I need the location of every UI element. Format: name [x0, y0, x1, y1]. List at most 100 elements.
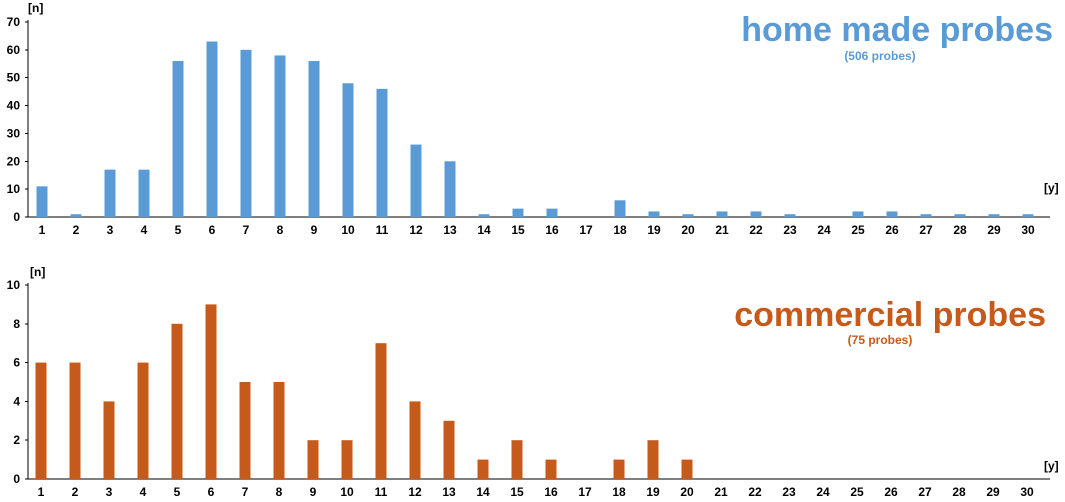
- bar-18: [613, 459, 625, 479]
- bar-13: [443, 420, 455, 479]
- bar-20: [682, 214, 694, 217]
- x-tick-label: 11: [376, 223, 389, 237]
- x-axis-unit-label: [y]: [1044, 181, 1059, 195]
- x-tick-label: 15: [511, 223, 525, 237]
- x-tick-label: 13: [443, 223, 457, 237]
- bar-25: [852, 211, 864, 217]
- bar-6: [206, 41, 218, 217]
- bar-26: [886, 211, 898, 217]
- x-tick-label: 7: [242, 485, 249, 499]
- y-axis-unit-label: [n]: [30, 265, 45, 279]
- x-tick-label: 24: [816, 485, 830, 499]
- bar-16: [546, 208, 558, 217]
- bar-9: [308, 61, 320, 217]
- bar-28: [954, 214, 966, 217]
- x-tick-label: 9: [310, 485, 317, 499]
- x-tick-label: 23: [783, 223, 797, 237]
- x-tick-label: 25: [851, 223, 865, 237]
- bar-22: [750, 211, 762, 217]
- bar-1: [36, 186, 48, 217]
- x-tick-label: 8: [276, 485, 283, 499]
- x-tick-label: 21: [715, 223, 729, 237]
- x-tick-label: 19: [646, 485, 660, 499]
- bar-1: [35, 362, 47, 479]
- y-tick-label: 8: [13, 317, 20, 331]
- y-tick-label: 10: [7, 278, 21, 292]
- bar-18: [614, 200, 626, 217]
- x-tick-label: 16: [544, 485, 558, 499]
- bar-6: [205, 304, 217, 479]
- bar-10: [341, 440, 353, 479]
- y-tick-label: 70: [7, 15, 21, 29]
- bar-11: [375, 343, 387, 479]
- x-tick-label: 13: [442, 485, 456, 499]
- y-tick-label: 0: [13, 210, 20, 224]
- chart-subtitle: (506 probes): [844, 49, 915, 63]
- x-tick-label: 22: [749, 223, 763, 237]
- bar-16: [545, 459, 557, 479]
- x-tick-label: 23: [782, 485, 796, 499]
- x-tick-label: 24: [817, 223, 831, 237]
- x-tick-label: 11: [375, 485, 388, 499]
- bar-8: [273, 382, 285, 479]
- x-tick-label: 14: [476, 485, 490, 499]
- x-tick-label: 17: [578, 485, 592, 499]
- x-tick-label: 1: [39, 223, 46, 237]
- x-tick-label: 16: [545, 223, 559, 237]
- x-tick-label: 17: [579, 223, 593, 237]
- bar-7: [239, 382, 251, 479]
- x-tick-label: 5: [175, 223, 182, 237]
- x-tick-label: 3: [107, 223, 114, 237]
- bar-15: [512, 208, 524, 217]
- y-tick-label: 60: [7, 43, 21, 57]
- x-tick-label: 29: [987, 223, 1001, 237]
- x-tick-label: 26: [885, 223, 899, 237]
- bar-29: [988, 214, 1000, 217]
- x-tick-label: 10: [340, 485, 354, 499]
- bar-12: [409, 401, 421, 479]
- x-tick-label: 19: [647, 223, 661, 237]
- x-tick-label: 12: [409, 223, 423, 237]
- x-tick-label: 15: [510, 485, 524, 499]
- bar-19: [648, 211, 660, 217]
- bar-13: [444, 161, 456, 217]
- x-tick-label: 5: [174, 485, 181, 499]
- x-tick-label: 10: [341, 223, 355, 237]
- chart-subtitle: (75 probes): [848, 333, 913, 347]
- x-tick-label: 7: [243, 223, 250, 237]
- x-tick-label: 26: [884, 485, 898, 499]
- chart-title: commercial probes: [734, 296, 1046, 334]
- y-tick-label: 20: [7, 154, 21, 168]
- bar-3: [104, 169, 116, 217]
- x-tick-label: 20: [680, 485, 694, 499]
- x-tick-label: 21: [714, 485, 728, 499]
- x-tick-label: 3: [106, 485, 113, 499]
- bar-9: [307, 440, 319, 479]
- x-tick-label: 1: [38, 485, 45, 499]
- bar-5: [171, 323, 183, 479]
- x-tick-label: 27: [918, 485, 932, 499]
- bar-19: [647, 440, 659, 479]
- x-tick-label: 20: [681, 223, 695, 237]
- x-tick-label: 12: [408, 485, 422, 499]
- bar-8: [274, 55, 286, 217]
- x-axis-unit-label: [y]: [1044, 459, 1059, 473]
- x-tick-label: 6: [208, 485, 215, 499]
- y-tick-label: 4: [13, 394, 20, 408]
- bar-11: [376, 88, 388, 217]
- x-tick-label: 4: [141, 223, 148, 237]
- x-tick-label: 28: [952, 485, 966, 499]
- bar-21: [716, 211, 728, 217]
- x-tick-label: 30: [1021, 223, 1035, 237]
- bar-30: [1022, 214, 1034, 217]
- x-tick-label: 2: [73, 223, 80, 237]
- x-tick-label: 8: [277, 223, 284, 237]
- x-tick-label: 4: [140, 485, 147, 499]
- x-tick-label: 6: [209, 223, 216, 237]
- x-tick-label: 2: [72, 485, 79, 499]
- x-tick-label: 18: [613, 223, 627, 237]
- bar-23: [784, 214, 796, 217]
- bar-3: [103, 401, 115, 479]
